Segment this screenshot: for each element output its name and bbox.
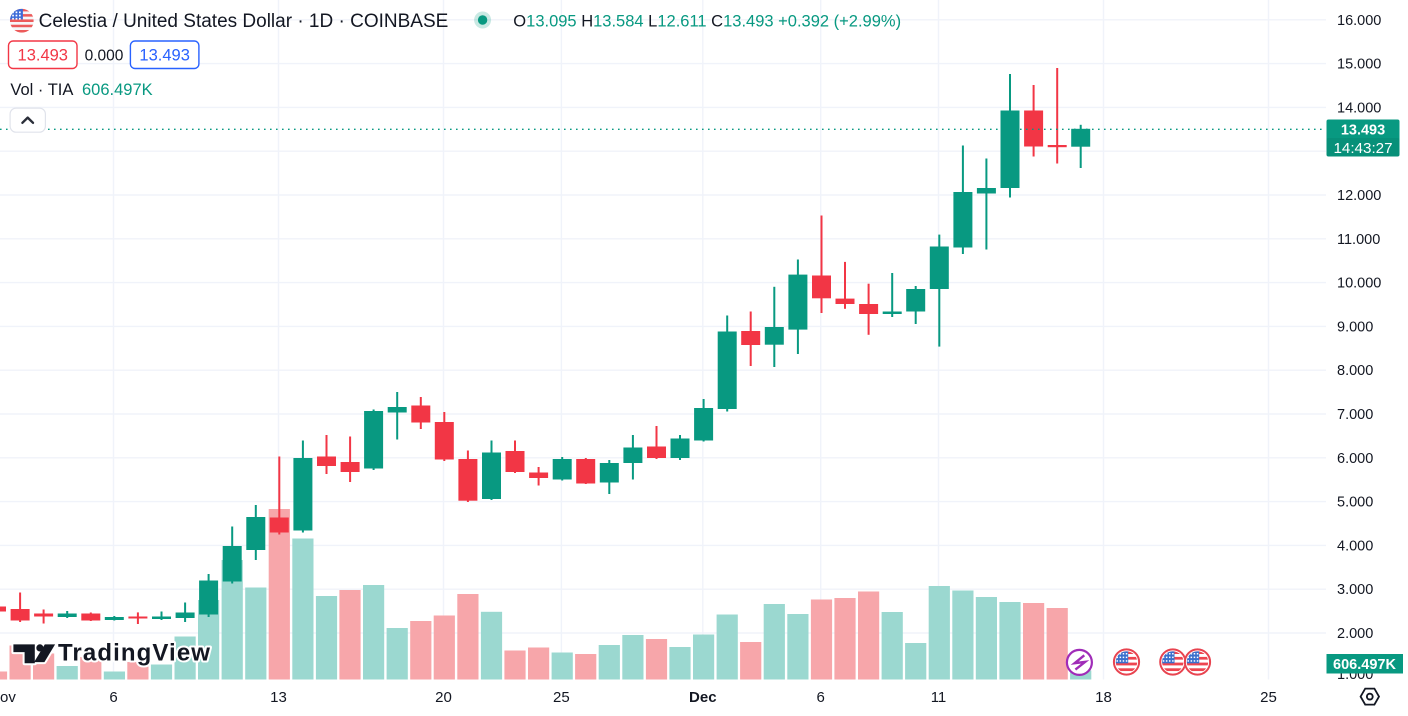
- svg-text:Dec: Dec: [689, 689, 717, 706]
- svg-text:13.493: 13.493: [18, 47, 68, 65]
- svg-text:TradingView: TradingView: [58, 640, 211, 667]
- svg-text:18: 18: [1095, 689, 1112, 706]
- svg-text:606.497K: 606.497K: [82, 81, 153, 99]
- svg-text:2.000: 2.000: [1337, 626, 1373, 642]
- svg-text:6: 6: [109, 689, 117, 706]
- svg-text:13: 13: [270, 689, 287, 706]
- svg-text:10.000: 10.000: [1337, 276, 1381, 292]
- svg-text:12.000: 12.000: [1337, 188, 1381, 204]
- svg-text:25: 25: [1260, 689, 1277, 706]
- svg-text:14:43:27: 14:43:27: [1333, 140, 1392, 157]
- svg-text:11.000: 11.000: [1337, 232, 1380, 248]
- svg-text:Vol · TIA: Vol · TIA: [10, 81, 73, 99]
- svg-text:15.000: 15.000: [1337, 57, 1381, 73]
- svg-text:Celestia / United States Dolla: Celestia / United States Dollar · 1D · C…: [39, 11, 449, 32]
- svg-text:0.000: 0.000: [85, 48, 124, 65]
- svg-text:TradingView: TradingView: [58, 640, 211, 667]
- svg-text:25: 25: [553, 689, 570, 706]
- svg-text:13.493: 13.493: [139, 47, 189, 65]
- svg-text:14.000: 14.000: [1337, 100, 1381, 116]
- svg-text:6.000: 6.000: [1337, 451, 1373, 467]
- svg-text:16.000: 16.000: [1337, 13, 1381, 29]
- svg-text:8.000: 8.000: [1337, 363, 1373, 379]
- svg-text:7.000: 7.000: [1337, 407, 1373, 423]
- svg-text:13.493: 13.493: [1341, 123, 1385, 139]
- svg-text:5.000: 5.000: [1337, 495, 1373, 511]
- svg-text:11: 11: [931, 689, 947, 706]
- svg-text:O13.095 H13.584 L12.611 C13.49: O13.095 H13.584 L12.611 C13.493 +0.392 (…: [513, 13, 901, 31]
- svg-text:606.497K: 606.497K: [1333, 657, 1396, 673]
- svg-text:3.000: 3.000: [1337, 582, 1373, 598]
- svg-text:6: 6: [817, 689, 825, 706]
- svg-text:4.000: 4.000: [1337, 538, 1373, 554]
- svg-text:20: 20: [435, 689, 452, 706]
- svg-text:ov: ov: [0, 689, 16, 706]
- svg-text:9.000: 9.000: [1337, 319, 1373, 335]
